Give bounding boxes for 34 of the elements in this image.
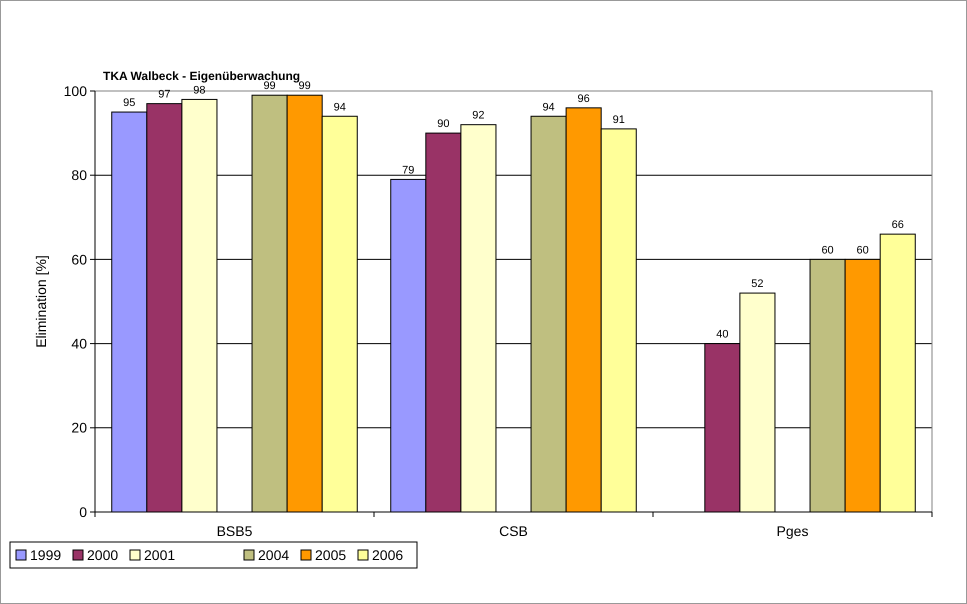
data-label: 98 (193, 84, 206, 96)
legend-label: 2001 (144, 546, 176, 563)
data-label: 95 (123, 97, 136, 110)
data-label: 97 (158, 88, 170, 101)
legend-label: 2004 (258, 546, 290, 563)
data-label: 79 (402, 164, 414, 176)
data-label: 96 (578, 92, 590, 105)
y-tick-label: 20 (71, 420, 88, 436)
y-tick-label: 40 (71, 336, 88, 352)
data-label: 99 (298, 80, 311, 92)
y-axis-title: Elimination [%] (33, 255, 49, 348)
data-label: 40 (716, 328, 728, 341)
data-label: 92 (472, 110, 485, 122)
data-label: 94 (542, 101, 555, 114)
legend-label: 2000 (87, 546, 118, 563)
data-label: 99 (263, 80, 276, 92)
x-tick-label: CSB (499, 523, 528, 539)
data-label: 94 (334, 101, 346, 114)
legend-label: 2005 (315, 546, 346, 563)
legend-label: 2006 (372, 546, 404, 563)
data-label: 90 (437, 118, 450, 130)
y-tick-label: 60 (71, 251, 88, 268)
data-label: 66 (892, 219, 904, 232)
x-tick-label: BSB5 (216, 523, 253, 539)
data-label: 52 (751, 278, 764, 290)
data-label: 91 (612, 114, 625, 126)
y-tick-label: 100 (64, 82, 88, 99)
y-tick-label: 0 (79, 504, 88, 520)
data-label: 60 (821, 244, 834, 256)
y-tick-label: 80 (71, 167, 88, 184)
data-label: 60 (856, 244, 869, 256)
x-tick-label: Pges (776, 523, 808, 539)
legend-label: 1999 (30, 546, 62, 563)
chart-title: TKA Walbeck - Eigenüberwachung (103, 69, 300, 83)
